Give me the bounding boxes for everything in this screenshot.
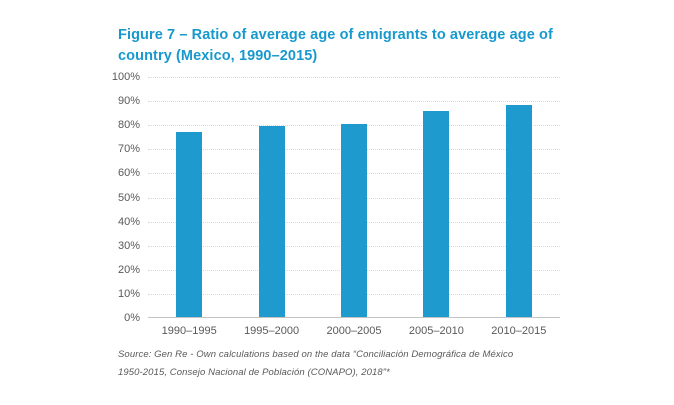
y-axis-labels: 0% 10% 20% 30% 40% 50% 60% 70% 80% 90% 100% <box>96 71 140 324</box>
y-tick-label: 20% <box>117 263 140 276</box>
plot-area <box>148 77 560 318</box>
y-tick-label: 50% <box>117 191 140 204</box>
y-tick-label: 40% <box>117 215 140 228</box>
y-tick-label: 60% <box>117 167 140 180</box>
x-tick-label: 1995–2000 <box>244 325 300 337</box>
source-note: Source: Gen Re - Own calculations based … <box>118 346 598 382</box>
x-tick-label: 2005–2010 <box>408 325 464 337</box>
x-axis-labels: 1990–1995 1995–2000 2000–2005 2005–2010 2010… <box>148 325 560 341</box>
y-tick-label: 0% <box>124 312 140 324</box>
bar-1990-1995 <box>176 132 203 318</box>
gridline <box>148 77 560 78</box>
x-axis-line <box>148 317 560 318</box>
y-tick-label: 100% <box>111 71 140 83</box>
figure-title: Figure 7 – Ratio of average age of emigr… <box>118 27 553 64</box>
source-line-1: Source: Gen Re - Own calculations based … <box>118 349 514 360</box>
gridline <box>148 101 560 103</box>
y-tick-label: 90% <box>117 95 140 108</box>
y-tick-label: 80% <box>117 119 140 132</box>
y-tick-label: 30% <box>117 239 140 252</box>
bar-1995-2000 <box>258 126 285 318</box>
x-tick-label: 2010–2015 <box>491 325 547 337</box>
y-tick-label: 10% <box>117 287 140 300</box>
bar-2000-2005 <box>341 124 367 318</box>
x-tick-label: 2000–2005 <box>326 325 382 337</box>
y-tick-label: 70% <box>117 143 140 156</box>
x-tick-label: 1990–1995 <box>161 325 217 337</box>
bar-2005-2010 <box>423 111 450 318</box>
source-line-2: 1950-2015, Consejo Nacional de Población… <box>118 367 390 379</box>
bar-2010-2015 <box>505 105 532 318</box>
